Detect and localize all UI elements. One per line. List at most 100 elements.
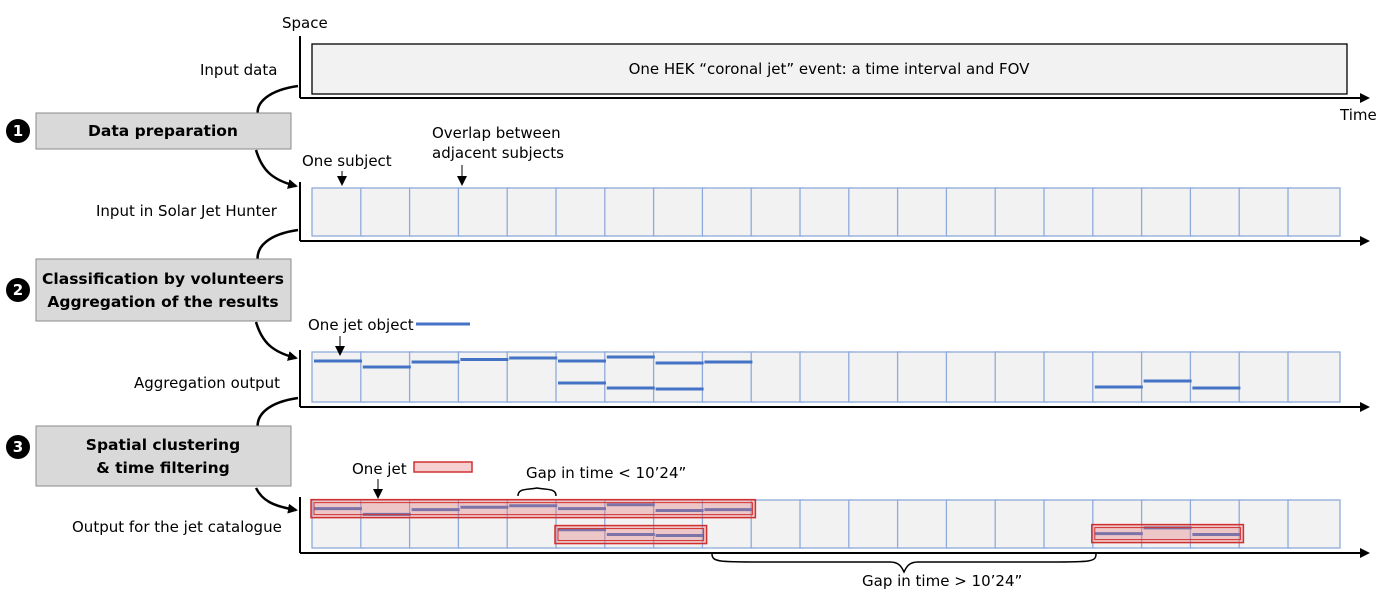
- connector-arrow-3: [254, 487, 298, 514]
- subject-box: [360, 499, 414, 549]
- subject-box: [994, 499, 1048, 549]
- step-1-number-badge: [6, 119, 30, 143]
- subject-box: [750, 187, 804, 237]
- connector-arrow-2: [254, 321, 298, 361]
- catalogue-jet-inner-box: [557, 528, 705, 542]
- connector-curve-2: [256, 228, 299, 263]
- catalogue-jets-row3: [310, 498, 1245, 545]
- annotation-one-jet: One jet: [352, 460, 407, 478]
- subject-box: [848, 499, 902, 549]
- gap-small-brace: [517, 487, 557, 497]
- subject-box: [945, 187, 1000, 237]
- row-label-input-solar-jet-hunter: Input in Solar Jet Hunter: [96, 202, 278, 220]
- step-2-number-badge: [6, 278, 30, 302]
- subject-box: [848, 351, 902, 403]
- subject-box: [1189, 187, 1244, 237]
- space-axis-label: Space: [282, 14, 328, 32]
- catalogue-jet-box: [1091, 523, 1245, 544]
- step-1-label: Data preparation: [88, 122, 238, 140]
- subject-box: [994, 187, 1048, 237]
- subject-box: [896, 187, 951, 237]
- subject-box: [1092, 351, 1146, 403]
- subject-box: [1287, 499, 1341, 549]
- step-2-label-line1: Classification by volunteers: [42, 270, 284, 288]
- subject-box: [408, 499, 463, 549]
- connector-curve-1: [256, 84, 299, 117]
- subject-box: [1238, 351, 1292, 403]
- subject-box: [848, 187, 902, 237]
- step-1: 1 Data preparation: [6, 112, 292, 150]
- subject-box: [896, 499, 951, 549]
- annotation-overlap-line2: adjacent subjects: [432, 144, 564, 162]
- step-3: 3 Spatial clustering & time filtering: [6, 425, 292, 487]
- subject-box: [1092, 187, 1146, 237]
- step-3-box: [35, 425, 292, 487]
- connector-curve-3: [256, 396, 299, 431]
- step-3-label-line2: & time filtering: [96, 459, 230, 477]
- step-2-number: 2: [13, 281, 23, 299]
- subject-box: [457, 187, 512, 237]
- row-label-output-jet-catalogue: Output for the jet catalogue: [72, 518, 282, 536]
- annotation-gap-large: Gap in time > 10’24”: [862, 572, 1022, 589]
- subject-box: [652, 351, 707, 403]
- step-2: 2 Classification by volunteers Aggregati…: [6, 258, 292, 322]
- row-output-jet-catalogue: Output for the jet catalogue One jet Gap…: [72, 460, 1370, 589]
- subject-box: [604, 351, 658, 403]
- subject-box: [555, 187, 609, 237]
- subject-box: [1043, 351, 1097, 403]
- subjects-row1: [311, 187, 1341, 237]
- row-label-input-data: Input data: [200, 61, 277, 79]
- subject-box: [994, 351, 1048, 403]
- row-input-solar-jet-hunter: Input in Solar Jet Hunter One subject Ov…: [96, 124, 1370, 246]
- subjects-row2: [311, 351, 1341, 403]
- subject-box: [1238, 187, 1292, 237]
- annotation-one-subject: One subject: [302, 152, 392, 170]
- subject-box: [896, 351, 951, 403]
- step-1-number: 1: [13, 122, 23, 140]
- subject-box: [799, 499, 853, 549]
- subject-box: [408, 351, 463, 403]
- catalogue-jet-inner-box: [1094, 527, 1241, 541]
- subject-box: [1043, 187, 1097, 237]
- time-axis-label: Time: [1339, 106, 1376, 124]
- subject-box: [750, 499, 804, 549]
- annotation-one-jet-object: One jet object: [308, 316, 414, 334]
- row-label-aggregation-output: Aggregation output: [134, 374, 280, 392]
- event-box-text: One HEK “coronal jet” event: a time inte…: [629, 60, 1031, 78]
- subject-box: [506, 187, 560, 237]
- subject-box: [604, 499, 658, 549]
- subject-box: [799, 351, 853, 403]
- subject-box: [652, 187, 707, 237]
- annotation-gap-small: Gap in time < 10’24”: [526, 464, 686, 482]
- subject-box: [360, 187, 414, 237]
- subject-box: [701, 187, 756, 237]
- step-2-box: [35, 258, 292, 322]
- subject-box: [1140, 187, 1195, 237]
- annotation-overlap-line1: Overlap between: [432, 124, 561, 142]
- subject-box: [701, 499, 756, 549]
- subject-box: [311, 187, 365, 237]
- subject-box: [799, 187, 853, 237]
- subject-box: [652, 499, 707, 549]
- catalogue-jet-inner-box: [313, 502, 753, 516]
- subject-box: [701, 351, 756, 403]
- step-3-label-line1: Spatial clustering: [86, 436, 240, 454]
- catalogue-jet-box: [310, 498, 757, 519]
- subject-box: [1043, 499, 1097, 549]
- subject-box: [1238, 499, 1292, 549]
- subject-box: [750, 351, 804, 403]
- row-aggregation-output: Aggregation output One jet object: [134, 316, 1370, 412]
- event-box: [311, 43, 1348, 95]
- gap-large-brace: [711, 553, 1097, 574]
- catalogue-jet-box: [554, 524, 708, 545]
- subject-box: [1189, 351, 1244, 403]
- subject-box: [1287, 351, 1341, 403]
- subject-box: [360, 351, 414, 403]
- subject-box: [945, 499, 1000, 549]
- legend-one-jet-box: [413, 461, 473, 473]
- subject-box: [1140, 351, 1195, 403]
- step-2-label-line2: Aggregation of the results: [47, 293, 278, 311]
- jet-objects-row2: [314, 355, 1241, 391]
- row-input-data: Space Time One HEK “coronal jet” event: …: [200, 14, 1376, 124]
